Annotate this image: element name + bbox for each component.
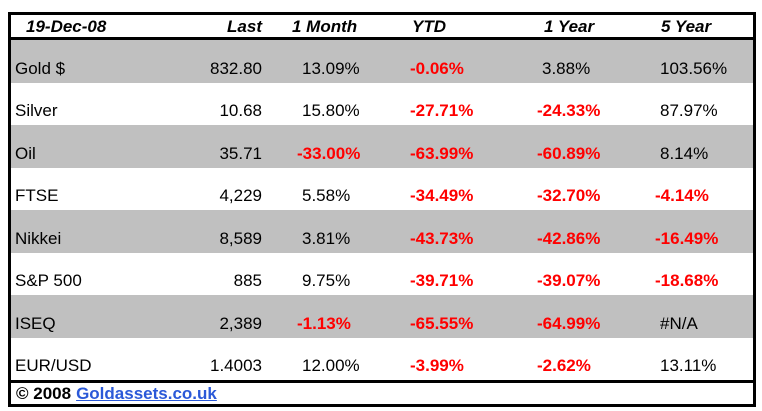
ytd-value: -0.06% xyxy=(410,58,464,78)
ytd-value: -65.55% xyxy=(410,313,474,333)
last-value: 2,389 xyxy=(219,313,262,333)
market-summary-table: 19-Dec-08 Last 1 Month YTD 1 Year 5 Year… xyxy=(8,12,756,407)
table-header-row: 19-Dec-08 Last 1 Month YTD 1 Year 5 Year xyxy=(11,15,753,40)
last-value: 4,229 xyxy=(219,186,262,205)
row-label: Gold $ xyxy=(15,58,66,78)
last-value: 35.71 xyxy=(219,143,262,163)
row-label: FTSE xyxy=(15,186,59,205)
1-year-value: -24.33% xyxy=(537,101,601,120)
5-year-value: -4.14% xyxy=(655,186,709,205)
1-year-value: -42.86% xyxy=(537,228,601,248)
row-label: Nikkei xyxy=(15,228,62,248)
table-row-sp500: S&P 500 885 9.75% -39.71% -39.07% -18.68… xyxy=(11,253,753,296)
row-label: Silver xyxy=(15,101,58,120)
1-year-value: -32.70% xyxy=(537,186,601,205)
1-month-value: -33.00% xyxy=(297,143,361,163)
table-row-eurusd: EUR/USD 1.4003 12.00% -3.99% -2.62% 13.1… xyxy=(11,338,753,381)
5-year-value: 8.14% xyxy=(660,143,709,163)
1-year-value: 3.88% xyxy=(542,58,591,78)
table-row-nikkei: Nikkei 8,589 3.81% -43.73% -42.86% -16.4… xyxy=(11,210,753,253)
row-label: Oil xyxy=(15,143,36,163)
table-row-iseq: ISEQ 2,389 -1.13% -65.55% -64.99% #N/A xyxy=(11,295,753,338)
5-year-value: 87.97% xyxy=(660,101,718,120)
column-header-last: Last xyxy=(227,17,262,36)
5-year-value: #N/A xyxy=(660,313,698,333)
1-year-value: -60.89% xyxy=(537,143,601,163)
ytd-value: -43.73% xyxy=(410,228,474,248)
ytd-value: -39.71% xyxy=(410,271,474,290)
ytd-value: -34.49% xyxy=(410,186,474,205)
5-year-value: 13.11% xyxy=(660,356,717,375)
last-value: 8,589 xyxy=(219,228,262,248)
last-value: 1.4003 xyxy=(210,356,262,375)
ytd-value: -63.99% xyxy=(410,143,474,163)
1-year-value: -64.99% xyxy=(537,313,601,333)
last-value: 832.80 xyxy=(210,58,262,78)
1-month-value: 13.09% xyxy=(302,58,360,78)
last-value: 885 xyxy=(233,271,262,290)
row-label: ISEQ xyxy=(15,313,56,333)
ytd-value: -27.71% xyxy=(410,101,474,120)
1-month-value: 3.81% xyxy=(302,228,351,248)
column-header-5-year: 5 Year xyxy=(661,17,712,36)
5-year-value: -16.49% xyxy=(655,228,719,248)
1-month-value: 15.80% xyxy=(302,101,360,120)
1-month-value: 9.75% xyxy=(302,271,351,290)
column-header-ytd: YTD xyxy=(412,17,446,36)
5-year-value: -18.68% xyxy=(655,271,719,290)
date-header: 19-Dec-08 xyxy=(26,17,107,36)
footer: © 2008 Goldassets.co.uk xyxy=(11,380,753,404)
1-year-value: -39.07% xyxy=(537,271,601,290)
1-month-value: -1.13% xyxy=(297,313,351,333)
last-value: 10.68 xyxy=(219,101,262,120)
5-year-value: 103.56% xyxy=(660,58,728,78)
copyright-text: © 2008 xyxy=(16,383,72,403)
column-header-1-month: 1 Month xyxy=(292,17,358,36)
table-body: Gold $ 832.80 13.09% -0.06% 3.88% 103.56… xyxy=(11,40,753,380)
table-row-ftse: FTSE 4,229 5.58% -34.49% -32.70% -4.14% xyxy=(11,168,753,211)
table-row-oil: Oil 35.71 -33.00% -63.99% -60.89% 8.14% xyxy=(11,125,753,168)
1-year-value: -2.62% xyxy=(537,356,591,375)
table-row-silver: Silver 10.68 15.80% -27.71% -24.33% 87.9… xyxy=(11,83,753,126)
goldassets-link[interactable]: Goldassets.co.uk xyxy=(76,383,217,403)
1-month-value: 5.58% xyxy=(302,186,351,205)
table-row-gold: Gold $ 832.80 13.09% -0.06% 3.88% 103.56… xyxy=(11,40,753,83)
1-month-value: 12.00% xyxy=(302,356,360,375)
column-header-1-year: 1 Year xyxy=(544,17,595,36)
row-label: S&P 500 xyxy=(15,271,82,290)
row-label: EUR/USD xyxy=(15,356,92,375)
ytd-value: -3.99% xyxy=(410,356,464,375)
